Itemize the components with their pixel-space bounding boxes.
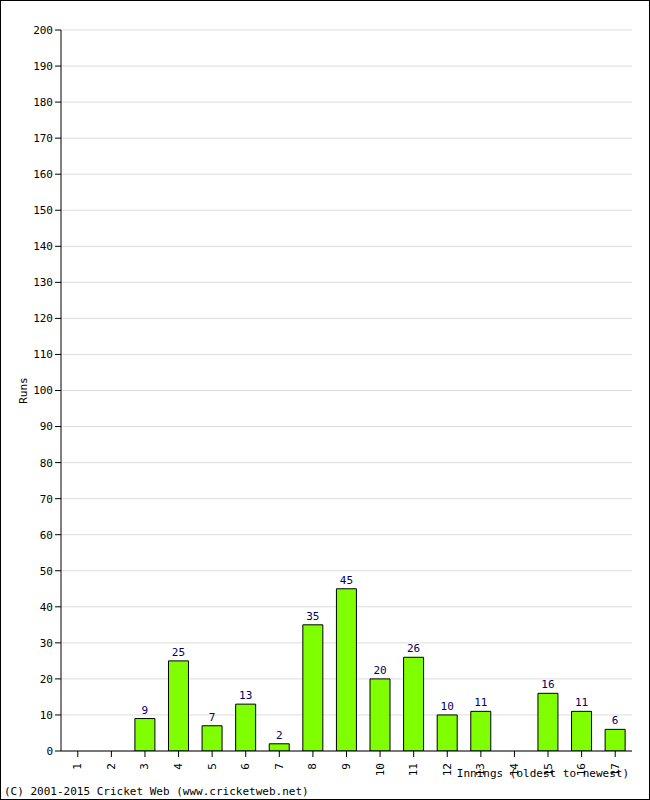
svg-text:150: 150 — [33, 204, 53, 217]
svg-text:2: 2 — [105, 763, 118, 770]
svg-text:200: 200 — [33, 24, 53, 37]
svg-text:6: 6 — [612, 714, 619, 727]
svg-text:140: 140 — [33, 240, 53, 253]
svg-text:26: 26 — [407, 642, 420, 655]
svg-text:100: 100 — [33, 384, 53, 397]
svg-text:160: 160 — [33, 168, 53, 181]
svg-text:Runs: Runs — [17, 377, 30, 404]
svg-text:180: 180 — [33, 96, 53, 109]
svg-text:9: 9 — [142, 704, 149, 717]
svg-text:11: 11 — [407, 763, 420, 776]
svg-text:25: 25 — [172, 646, 185, 659]
svg-text:190: 190 — [33, 60, 53, 73]
svg-text:11: 11 — [474, 696, 487, 709]
svg-text:3: 3 — [138, 763, 151, 770]
html-text:Innings (oldest to newest): Innings (oldest to newest) — [456, 767, 629, 780]
svg-text:170: 170 — [33, 132, 53, 145]
svg-text:50: 50 — [40, 565, 53, 578]
svg-text:12: 12 — [441, 763, 454, 776]
svg-text:6: 6 — [239, 763, 252, 770]
svg-text:35: 35 — [306, 610, 319, 623]
svg-text:7: 7 — [209, 711, 216, 724]
svg-text:5: 5 — [206, 763, 219, 770]
svg-text:13: 13 — [239, 689, 252, 702]
svg-text:40: 40 — [40, 601, 53, 614]
svg-text:9: 9 — [340, 763, 353, 770]
svg-text:70: 70 — [40, 493, 53, 506]
svg-text:60: 60 — [40, 529, 53, 542]
svg-text:90: 90 — [40, 420, 53, 433]
svg-text:80: 80 — [40, 457, 53, 470]
svg-text:11: 11 — [575, 696, 588, 709]
svg-text:30: 30 — [40, 637, 53, 650]
svg-text:2: 2 — [276, 729, 283, 742]
svg-text:7: 7 — [273, 763, 286, 770]
svg-text:130: 130 — [33, 276, 53, 289]
svg-text:10: 10 — [374, 763, 387, 776]
svg-text:1: 1 — [71, 763, 84, 770]
html-text:(C) 2001-2015 Cricket Web (www: (C) 2001-2015 Cricket Web (www.cricketwe… — [4, 785, 309, 798]
svg-text:20: 20 — [373, 664, 386, 677]
svg-text:16: 16 — [541, 678, 554, 691]
svg-text:0: 0 — [46, 745, 53, 758]
svg-text:120: 120 — [33, 312, 53, 325]
svg-text:45: 45 — [340, 574, 353, 587]
svg-text:8: 8 — [306, 763, 319, 770]
svg-text:4: 4 — [172, 763, 185, 770]
svg-text:20: 20 — [40, 673, 53, 686]
svg-text:10: 10 — [40, 709, 53, 722]
svg-text:110: 110 — [33, 348, 53, 361]
svg-text:10: 10 — [441, 700, 454, 713]
